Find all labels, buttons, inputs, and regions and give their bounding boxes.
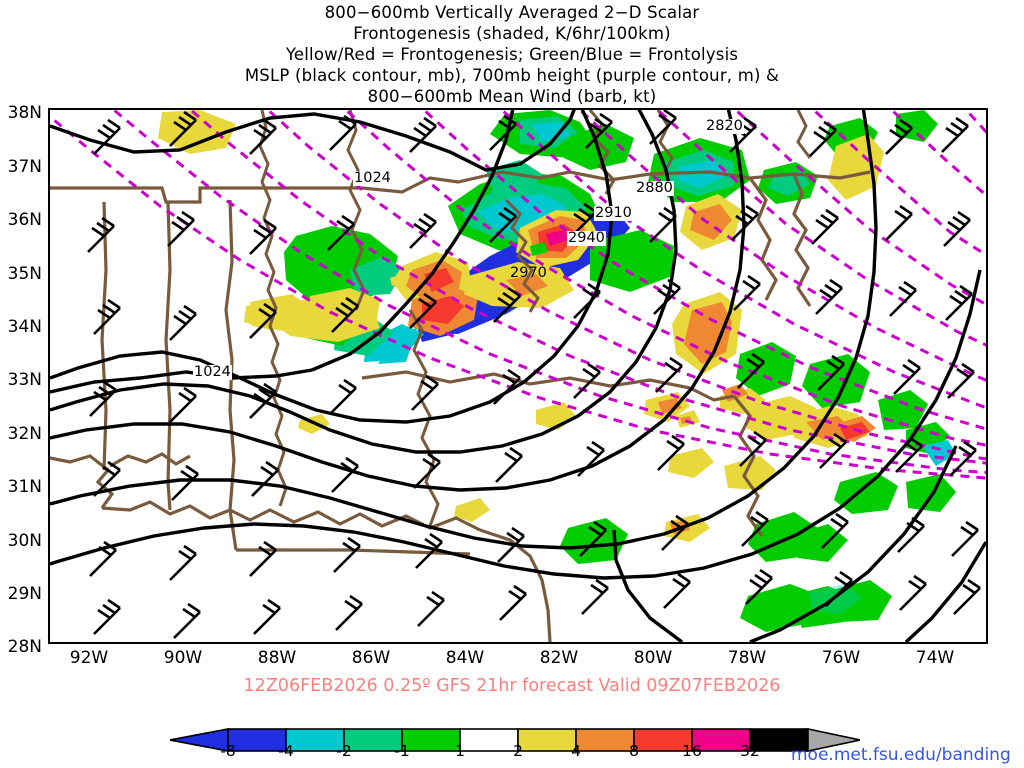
- coastline-detail: [258, 110, 812, 527]
- contour-label-h2970: 2970: [510, 265, 547, 281]
- contour-label-h2940: 2940: [567, 230, 606, 246]
- chart-title-block: 800−600mb Vertically Averaged 2−D Scalar…: [0, 2, 1024, 107]
- x-tick-92w: 92W: [69, 648, 109, 668]
- title-line-2: Frontogenesis (shaded, K/6hr/100km): [353, 24, 671, 43]
- y-tick-37n: 37N: [7, 157, 42, 177]
- height-700mb-contours: [50, 110, 986, 480]
- y-tick-34n: 34N: [7, 317, 42, 337]
- mslp-contours: [50, 110, 986, 642]
- colorbar-tick--4: -4: [278, 742, 294, 760]
- x-tick-76w: 76W: [821, 648, 861, 668]
- colorbar-tick--2: -2: [336, 742, 352, 760]
- colorbar-tick-16: 16: [682, 742, 702, 760]
- x-tick-78w: 78W: [727, 648, 767, 668]
- map-plot-area: 1024 1024 2820 2880 2910 2940 2970: [48, 108, 988, 644]
- x-tick-88w: 88W: [257, 648, 297, 668]
- y-tick-36n: 36N: [7, 210, 42, 230]
- state-borders: [50, 170, 871, 642]
- colorbar-tick-1: 1: [455, 742, 465, 760]
- title-line-4: MSLP (black contour, mb), 700mb height (…: [244, 66, 780, 85]
- y-tick-29n: 29N: [7, 584, 42, 604]
- x-tick-74w: 74W: [915, 648, 955, 668]
- source-watermark[interactable]: moe.met.fsu.edu/banding: [791, 745, 1011, 765]
- contour-label-h2880: 2880: [635, 180, 674, 196]
- colorbar-cells: [227, 728, 809, 752]
- colorbar: [170, 728, 860, 752]
- x-tick-86w: 86W: [351, 648, 391, 668]
- x-tick-90w: 90W: [163, 648, 203, 668]
- x-tick-82w: 82W: [539, 648, 579, 668]
- forecast-caption: 12Z06FEB2026 0.25º GFS 21hr forecast Val…: [243, 676, 781, 696]
- colorbar-tick-8: 8: [629, 742, 639, 760]
- wind-barbs: [87, 110, 981, 639]
- contour-label-mslp-1: 1024: [353, 170, 392, 186]
- colorbar-tick-4: 4: [571, 742, 581, 760]
- y-tick-31n: 31N: [7, 477, 42, 497]
- y-tick-30n: 30N: [7, 531, 42, 551]
- y-tick-32n: 32N: [7, 424, 42, 444]
- colorbar-tick--1: -1: [394, 742, 410, 760]
- title-line-1: 800−600mb Vertically Averaged 2−D Scalar: [324, 3, 700, 22]
- contour-label-mslp-2: 1024: [193, 364, 232, 380]
- x-tick-84w: 84W: [445, 648, 485, 668]
- colorbar-tick--8: -8: [220, 742, 236, 760]
- colorbar-tick-32: 32: [740, 742, 760, 760]
- title-line-5: 800−600mb Mean Wind (barb, kt): [367, 87, 657, 106]
- contour-label-h2910: 2910: [594, 205, 633, 221]
- y-tick-28n: 28N: [7, 637, 42, 657]
- map-canvas: [50, 110, 986, 642]
- contour-label-h2820: 2820: [705, 118, 744, 134]
- y-tick-33n: 33N: [7, 370, 42, 390]
- title-line-3: Yellow/Red = Frontogenesis; Green/Blue =…: [285, 45, 739, 64]
- colorbar-over-arrow: [807, 728, 860, 752]
- x-tick-80w: 80W: [633, 648, 673, 668]
- y-tick-35n: 35N: [7, 264, 42, 284]
- colorbar-tick-2: 2: [513, 742, 523, 760]
- y-tick-38n: 38N: [7, 103, 42, 123]
